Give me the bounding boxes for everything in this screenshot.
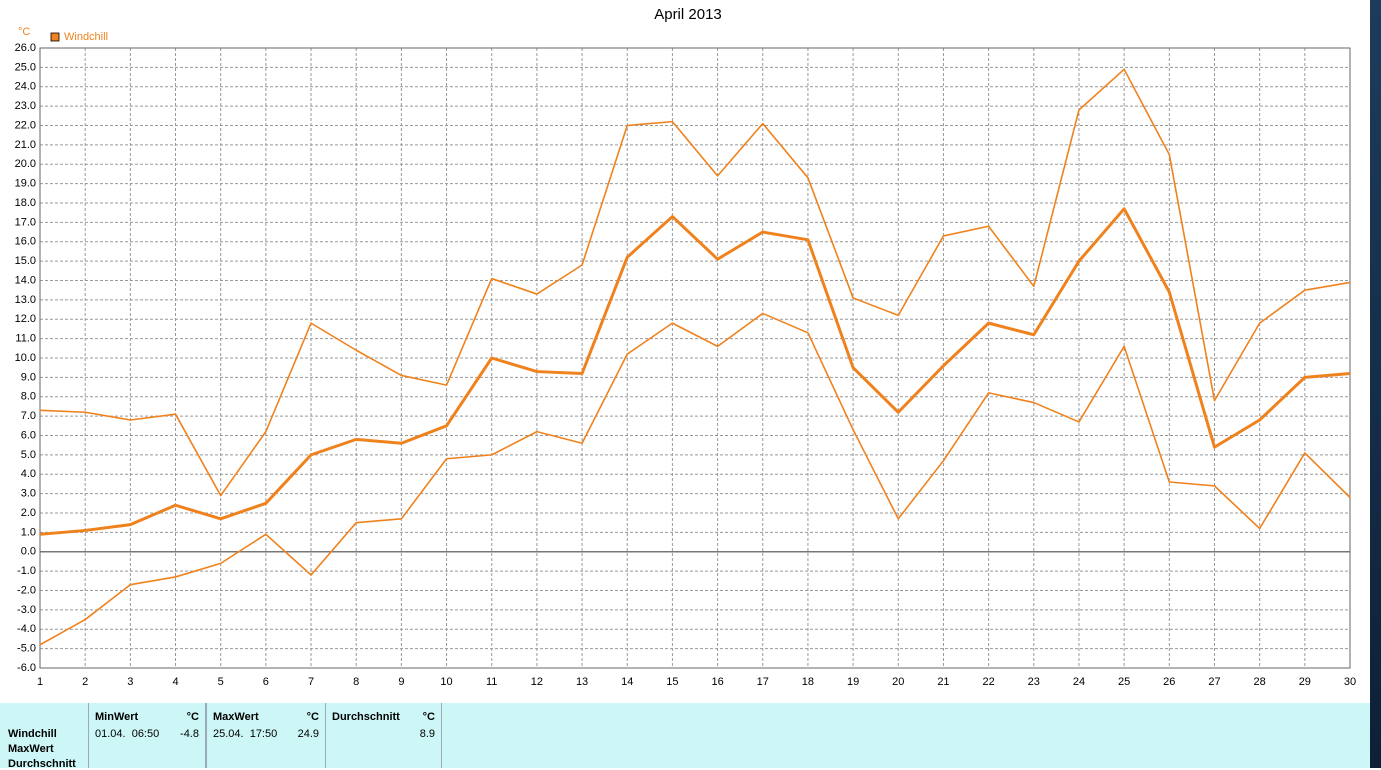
y-tick-label: 24.0 [15,81,36,93]
row-label: MaxWert [8,743,54,755]
chart: April 2013 °C -6.0 -5.0 -4.0 -3.0 -2.0 -1.0 0.… [15,6,1357,688]
x-tick-label: 8 [353,676,359,688]
x-tick-label: 17 [757,676,769,688]
y-tick-label: -6.0 [17,662,36,674]
legend-swatch [50,32,60,42]
x-tick-label: 29 [1299,676,1311,688]
y-tick-label: 17.0 [15,216,36,228]
stats-column: Durchschnitt °C 8.9 [325,703,442,768]
y-unit: °C [18,26,30,38]
column-title: MaxWert [213,711,259,723]
y-tick-label: 3.0 [21,488,36,500]
x-tick-label: 9 [398,676,404,688]
x-tick-label: 23 [1028,676,1040,688]
y-tick-label: 7.0 [21,410,36,422]
chart-title: April 2013 [654,6,722,23]
legend-label: Windchill [64,31,108,43]
stats-column: MinWert °C 01.04. 06:50 -4.8 [88,703,206,768]
y-tick-label: -2.0 [17,584,36,596]
y-tick-label: 12.0 [15,313,36,325]
x-tick-label: 14 [621,676,633,688]
column-title: MinWert [95,711,139,723]
row-label: Durchschnitt [8,758,76,770]
value: 24.9 [297,728,319,740]
x-tick-label: 18 [802,676,814,688]
series-line [39,207,1351,536]
y-tick-label: 11.0 [15,333,36,345]
x-tick-label: 6 [263,676,269,688]
y-tick-label: 8.0 [21,391,36,403]
x-tick-label: 24 [1073,676,1085,688]
y-tick-label: 20.0 [15,158,36,170]
date: 25.04. 17:50 [213,728,278,740]
x-tick-label: 15 [666,676,678,688]
value: -4.8 [180,728,199,740]
x-tick-label: 30 [1344,676,1356,688]
y-tick-label: -1.0 [17,565,36,577]
stats-panel: Windchill MaxWert Durchschnitt MinWert °… [0,703,1370,770]
y-tick-label: 18.0 [15,197,36,209]
y-tick-label: 5.0 [21,449,36,461]
y-tick-label: 23.0 [15,100,36,112]
y-tick-label: 10.0 [15,352,36,364]
y-tick-label: 16.0 [15,236,36,248]
column-title: Durchschnitt [332,711,400,723]
y-tick-label: 19.0 [15,178,36,190]
date: 01.04. 06:50 [95,728,160,740]
x-tick-label: 3 [127,676,133,688]
x-tick-label: 10 [440,676,452,688]
x-tick-label: 19 [847,676,859,688]
x-tick-label: 20 [892,676,904,688]
y-tick-label: 9.0 [21,371,36,383]
x-tick-label: 2 [82,676,88,688]
y-tick-label: -4.0 [17,623,36,635]
y-tick-label: -3.0 [17,604,36,616]
x-tick-label: 16 [711,676,723,688]
y-tick-label: 1.0 [21,526,36,538]
y-tick-label: 22.0 [15,119,36,131]
x-tick-label: 11 [486,676,497,688]
x-tick-label: 25 [1118,676,1130,688]
series-line [39,312,1351,646]
y-tick-label: 2.0 [21,507,36,519]
y-tick-label: 0.0 [21,546,36,558]
x-tick-label: 12 [531,676,543,688]
x-tick-label: 13 [576,676,588,688]
y-tick-label: 21.0 [15,139,36,151]
y-tick-label: 14.0 [15,274,36,286]
x-tick-label: 21 [937,676,949,688]
value: 8.9 [419,728,435,740]
column-unit: °C [422,711,435,723]
column-unit: °C [186,711,199,723]
y-tick-label: -5.0 [17,643,36,655]
y-tick-label: 6.0 [21,429,36,441]
window-edge [1370,0,1381,768]
y-tick-label: 13.0 [15,294,36,306]
x-tick-label: 1 [37,676,43,688]
y-tick-label: 15.0 [15,255,36,267]
x-tick-label: 27 [1208,676,1220,688]
y-tick-label: 26.0 [15,42,36,54]
y-tick-label: 25.0 [15,61,36,73]
y-tick-label: 4.0 [21,468,36,480]
x-tick-label: 4 [172,676,178,688]
x-tick-label: 7 [308,676,314,688]
x-tick-label: 26 [1163,676,1175,688]
series-line [39,68,1351,497]
plot-frame [39,47,1351,669]
x-tick-label: 5 [218,676,224,688]
x-tick-label: 28 [1254,676,1266,688]
stats-column: MaxWert °C 25.04. 17:50 24.9 [206,703,326,768]
row-label: Windchill [8,728,57,740]
column-unit: °C [306,711,319,723]
x-tick-label: 22 [982,676,994,688]
